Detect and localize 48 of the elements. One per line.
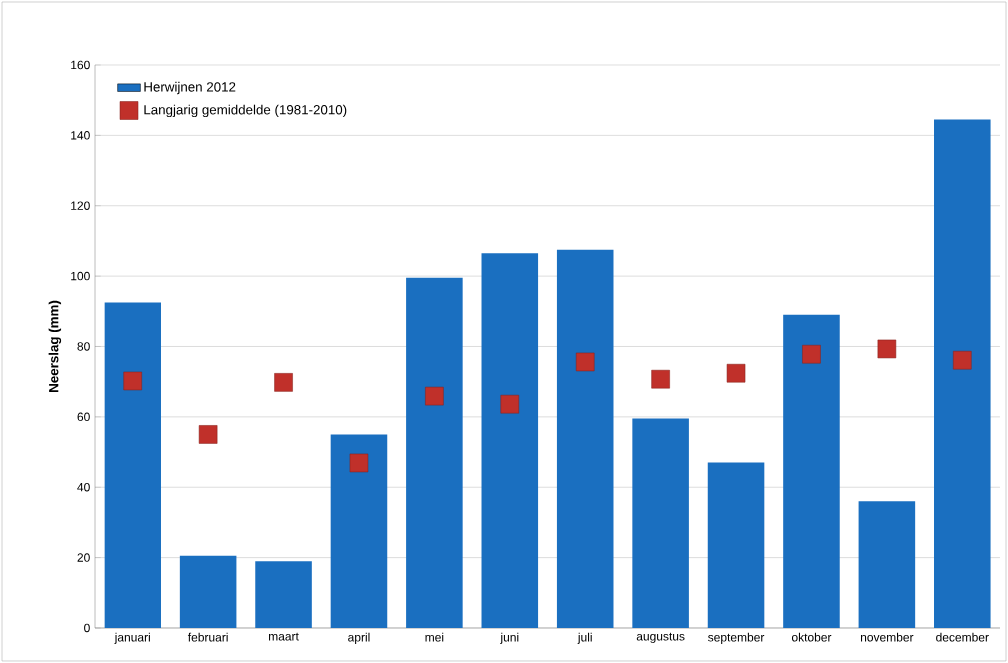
y-tick-label: 80: [77, 342, 90, 351]
x-tick-label: maart: [269, 632, 299, 641]
x-tick-label: augustus: [636, 632, 685, 643]
x-tick-label: november: [860, 632, 914, 642]
y-tick-label: 120: [71, 201, 90, 210]
point: [274, 373, 293, 392]
x-tick-label: januari: [114, 632, 150, 644]
y-tick-label: 40: [77, 482, 90, 492]
bar: [934, 119, 991, 628]
point: [877, 339, 897, 359]
point: [726, 363, 746, 383]
x-tick-label: februari: [187, 632, 228, 642]
x-tick-label: mei: [425, 632, 444, 642]
y-tick-label: 100: [71, 271, 90, 281]
bar: [255, 561, 312, 628]
bar: [481, 253, 539, 628]
point: [953, 350, 972, 370]
legend-label: Herwijnen 2012: [144, 81, 236, 95]
point: [198, 425, 218, 444]
bar: [556, 249, 614, 628]
y-tick-label: 20: [77, 553, 90, 562]
x-tick-label: september: [708, 632, 765, 644]
x-tick-label: juli: [577, 632, 592, 644]
x-tick-label: april: [348, 632, 370, 644]
bar: [104, 302, 161, 628]
y-tick-label: 160: [71, 60, 90, 70]
x-tick-label: juni: [500, 632, 519, 644]
x-tick-label: december: [936, 632, 989, 642]
bar: [858, 501, 916, 628]
bar: [783, 314, 840, 628]
point: [575, 352, 595, 372]
legend-label: Langjarig gemiddelde (1981-2010): [144, 104, 347, 118]
point: [123, 371, 142, 391]
bar: [179, 555, 237, 628]
point: [425, 386, 444, 406]
point: [651, 369, 670, 389]
x-tick-label: oktober: [791, 632, 832, 642]
y-tick-label: 60: [77, 412, 90, 422]
bar: [632, 418, 689, 628]
y-tick-label: 140: [71, 131, 90, 140]
y-axis-title: Neerslag (mm): [48, 300, 62, 392]
bar: [406, 277, 463, 628]
point: [500, 394, 520, 414]
bar: [330, 434, 388, 628]
point: [349, 453, 369, 473]
y-tick-label: 0: [84, 623, 90, 633]
point: [802, 344, 821, 364]
bar: [707, 462, 765, 628]
